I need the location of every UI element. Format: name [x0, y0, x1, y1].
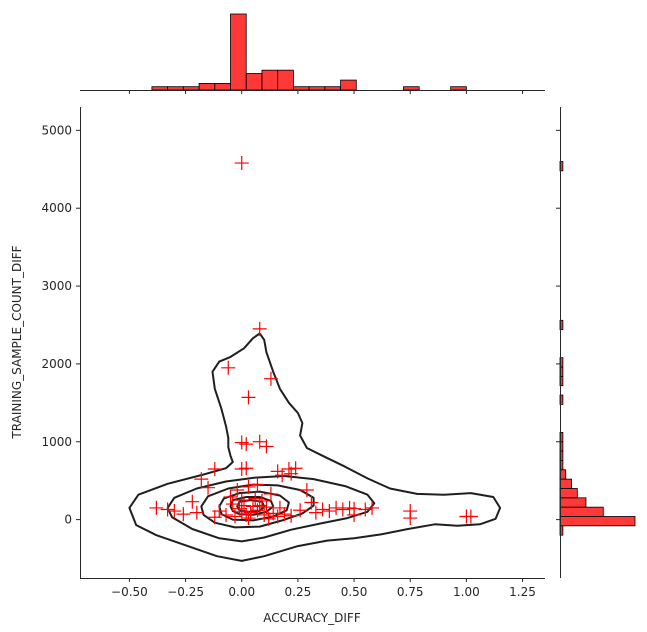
- scatter-point: [259, 439, 274, 454]
- scatter-point: [241, 511, 256, 526]
- scatter-point: [263, 486, 278, 501]
- scatter-point: [463, 509, 478, 524]
- x-hist-bar: [293, 86, 310, 91]
- scatter-point: [239, 437, 254, 452]
- x-tick-label: 0.25: [285, 585, 312, 599]
- y-tick-label: 4000: [41, 201, 72, 215]
- scatter-point: [284, 466, 299, 481]
- scatter-point: [329, 500, 344, 515]
- scatter-point: [207, 462, 222, 477]
- scatter-point: [358, 502, 373, 517]
- x-axis-ticks: −0.50 −0.25 0.00 0.25 0.50 0.75 1.00 1.25: [111, 578, 536, 599]
- x-axis-label: ACCURACY_DIFF: [263, 611, 361, 625]
- x-hist-bar: [277, 69, 294, 91]
- x-hist-bar: [182, 86, 200, 91]
- y-tick-label: 3000: [41, 279, 72, 293]
- scatter-point: [261, 511, 276, 526]
- scatter-point: [322, 504, 337, 519]
- y-hist-bar: [559, 516, 636, 527]
- x-hist-bar: [214, 82, 231, 91]
- scatter-point: [315, 502, 330, 517]
- x-hist-bar: [167, 86, 184, 91]
- scatter-point: [304, 495, 319, 510]
- scatter-point: [207, 510, 222, 525]
- marginal-x-histogram: [151, 13, 467, 91]
- marginal-y-histogram: [559, 161, 636, 536]
- x-hist-bar: [245, 73, 263, 91]
- scatter-point: [275, 468, 290, 483]
- scatter-point: [167, 504, 182, 519]
- marginal-y-ticks: [556, 129, 560, 521]
- x-hist-bar: [450, 86, 467, 91]
- scatter-point: [252, 321, 267, 336]
- scatter-point: [221, 360, 236, 375]
- scatter-point: [250, 477, 265, 492]
- x-hist-bar: [324, 86, 341, 91]
- x-hist-bar: [230, 13, 247, 91]
- scatter-point: [299, 483, 314, 498]
- scatter-point: [241, 390, 256, 405]
- y-axis-ticks: 0 1000 2000 3000 4000 5000: [41, 123, 80, 527]
- scatter-point: [239, 461, 254, 476]
- y-tick-label: 2000: [41, 357, 72, 371]
- scatter-point: [234, 493, 249, 508]
- kde-contour-line: [200, 483, 315, 529]
- scatter-point: [230, 483, 245, 498]
- scatter-point: [263, 371, 278, 386]
- scatter-point: [335, 502, 350, 517]
- x-hist-bar: [261, 69, 279, 91]
- y-hist-bar: [559, 488, 578, 499]
- scatter-points: [149, 156, 478, 526]
- scatter-point: [277, 507, 292, 522]
- y-tick-label: 1000: [41, 435, 72, 449]
- scatter-point: [234, 156, 249, 171]
- kde-contour-line: [128, 332, 502, 562]
- scatter-point: [365, 500, 380, 515]
- scatter-point: [243, 505, 258, 520]
- x-tick-label: −0.25: [167, 585, 204, 599]
- scatter-point: [248, 491, 263, 506]
- x-hist-bar: [151, 86, 169, 91]
- scatter-point: [293, 503, 308, 518]
- kde-contours: [128, 332, 502, 562]
- scatter-point: [259, 500, 274, 515]
- x-tick-label: 0.75: [397, 585, 424, 599]
- x-tick-label: 0.50: [341, 585, 368, 599]
- joint-plot-area: −0.50 −0.25 0.00 0.25 0.50 0.75 1.00 1.25 0 1000…: [41, 107, 545, 599]
- x-hist-bar: [403, 86, 420, 91]
- scatter-point: [149, 500, 164, 515]
- y-hist-bar: [559, 478, 572, 489]
- scatter-point: [308, 505, 323, 520]
- kde-contour-line: [236, 499, 266, 513]
- y-tick-label: 5000: [41, 123, 72, 137]
- x-tick-label: 1.25: [509, 585, 536, 599]
- scatter-point: [189, 505, 204, 520]
- scatter-point: [185, 494, 200, 509]
- scatter-point: [270, 509, 285, 524]
- x-hist-bar: [340, 79, 357, 91]
- scatter-point: [232, 501, 247, 516]
- scatter-point: [252, 498, 267, 513]
- scatter-point: [194, 472, 209, 487]
- scatter-point: [403, 511, 418, 526]
- scatter-point: [176, 507, 191, 522]
- scatter-point: [160, 502, 175, 517]
- scatter-point: [241, 479, 256, 494]
- x-tick-label: −0.50: [111, 585, 148, 599]
- y-hist-bar: [559, 497, 587, 508]
- marginal-x-ticks: [128, 90, 524, 94]
- x-tick-label: 1.00: [453, 585, 480, 599]
- y-axis-label: TRAINING_SAMPLE_COUNT_DIFF: [10, 245, 24, 439]
- scatter-point: [223, 490, 238, 505]
- x-hist-bar: [308, 86, 326, 91]
- scatter-point: [284, 508, 299, 523]
- x-hist-bar: [198, 82, 216, 91]
- y-tick-label: 0: [64, 513, 72, 527]
- x-tick-label: 0.00: [228, 585, 255, 599]
- scatter-point: [201, 480, 216, 495]
- scatter-point: [219, 507, 234, 522]
- y-hist-bar: [559, 506, 604, 517]
- scatter-point: [347, 507, 362, 522]
